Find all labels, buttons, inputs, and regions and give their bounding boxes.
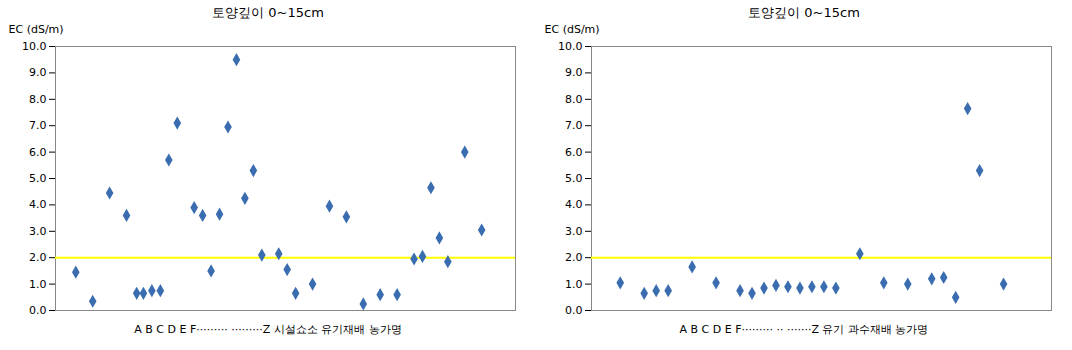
svg-text:1.0: 1.0 bbox=[29, 278, 47, 291]
svg-text:5.0: 5.0 bbox=[565, 172, 583, 185]
svg-text:8.0: 8.0 bbox=[29, 93, 47, 106]
svg-text:6.0: 6.0 bbox=[29, 146, 47, 159]
svg-text:9.0: 9.0 bbox=[29, 66, 47, 79]
svg-text:0.0: 0.0 bbox=[29, 304, 47, 317]
svg-text:5.0: 5.0 bbox=[29, 172, 47, 185]
svg-text:3.0: 3.0 bbox=[29, 225, 47, 238]
svg-text:8.0: 8.0 bbox=[565, 93, 583, 106]
html-text:토양깊이 0~15cm: 토양깊이 0~15cm bbox=[212, 5, 324, 20]
svg-text:2.0: 2.0 bbox=[565, 251, 583, 264]
svg-text:0.0: 0.0 bbox=[565, 304, 583, 317]
svg-text:EC (dS/m): EC (dS/m) bbox=[9, 23, 64, 36]
svg-text:1.0: 1.0 bbox=[565, 278, 583, 291]
html-text:A B C D E F········· ·········: A B C D E F········· ·········Z 시설쇼소 유기재… bbox=[134, 323, 402, 336]
svg-text:2.0: 2.0 bbox=[29, 251, 47, 264]
svg-text:6.0: 6.0 bbox=[565, 146, 583, 159]
svg-text:9.0: 9.0 bbox=[565, 66, 583, 79]
svg-text:4.0: 4.0 bbox=[565, 198, 583, 211]
svg-text:7.0: 7.0 bbox=[29, 119, 47, 132]
html-text:토양깊이 0~15cm: 토양깊이 0~15cm bbox=[748, 5, 860, 20]
html-text:A B C D E F········· ·· ······: A B C D E F········· ·· ·······Z 유기 과수재배… bbox=[679, 323, 929, 336]
svg-text:4.0: 4.0 bbox=[29, 198, 47, 211]
svg-text:10.0: 10.0 bbox=[558, 40, 583, 53]
svg-text:3.0: 3.0 bbox=[565, 225, 583, 238]
svg-text:10.0: 10.0 bbox=[22, 40, 47, 53]
svg-text:EC (dS/m): EC (dS/m) bbox=[545, 23, 600, 36]
svg-text:7.0: 7.0 bbox=[565, 119, 583, 132]
